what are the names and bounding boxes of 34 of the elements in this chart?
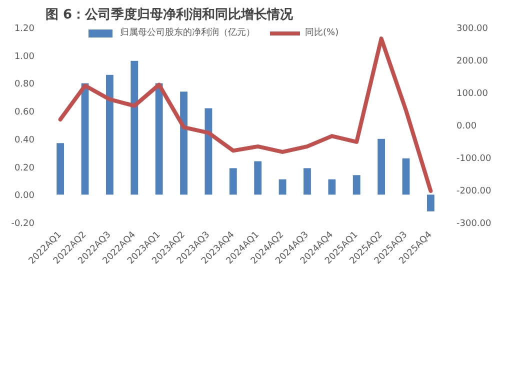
bar	[426, 194, 434, 212]
y-tick-label: 0.00	[14, 191, 35, 202]
bar	[304, 168, 311, 195]
line-series	[58, 36, 433, 193]
y2-tick-label: 100.00	[456, 89, 488, 99]
y2-tick-label: -100.00	[456, 154, 492, 164]
bar	[254, 161, 262, 195]
y-tick-label: -0.20	[11, 219, 35, 229]
legend-label: 同比(%)	[305, 26, 339, 39]
y-tick-label: 0.20	[14, 163, 35, 174]
chart-title: 图 6：公司季度归母净利润和同比增长情况	[46, 6, 294, 22]
bar	[56, 143, 64, 195]
bar	[180, 92, 188, 195]
y2-tick-label: 300.00	[456, 24, 488, 34]
bar	[81, 83, 89, 195]
bar	[352, 175, 360, 195]
y-tick-label: 0.60	[14, 108, 35, 118]
bar	[229, 168, 237, 195]
bar	[278, 179, 286, 195]
bar	[378, 138, 386, 195]
legend-label: 归属母公司股东的净利润（亿元）	[120, 26, 255, 39]
bar	[106, 74, 114, 195]
y2-tick-label: -200.00	[456, 186, 492, 196]
y-tick-label: 0.40	[14, 135, 35, 146]
y2-tick-label: 0.00	[456, 122, 477, 132]
y-tick-label: 0.80	[14, 80, 35, 90]
bar	[130, 60, 138, 195]
bar	[402, 158, 410, 195]
bar	[328, 179, 336, 195]
y-tick-label: 1.00	[14, 52, 35, 62]
y2-tick-label: -300.00	[456, 219, 492, 229]
bar	[155, 83, 163, 195]
y-tick-label: 1.20	[14, 24, 35, 34]
y2-tick-label: 200.00	[456, 56, 488, 66]
